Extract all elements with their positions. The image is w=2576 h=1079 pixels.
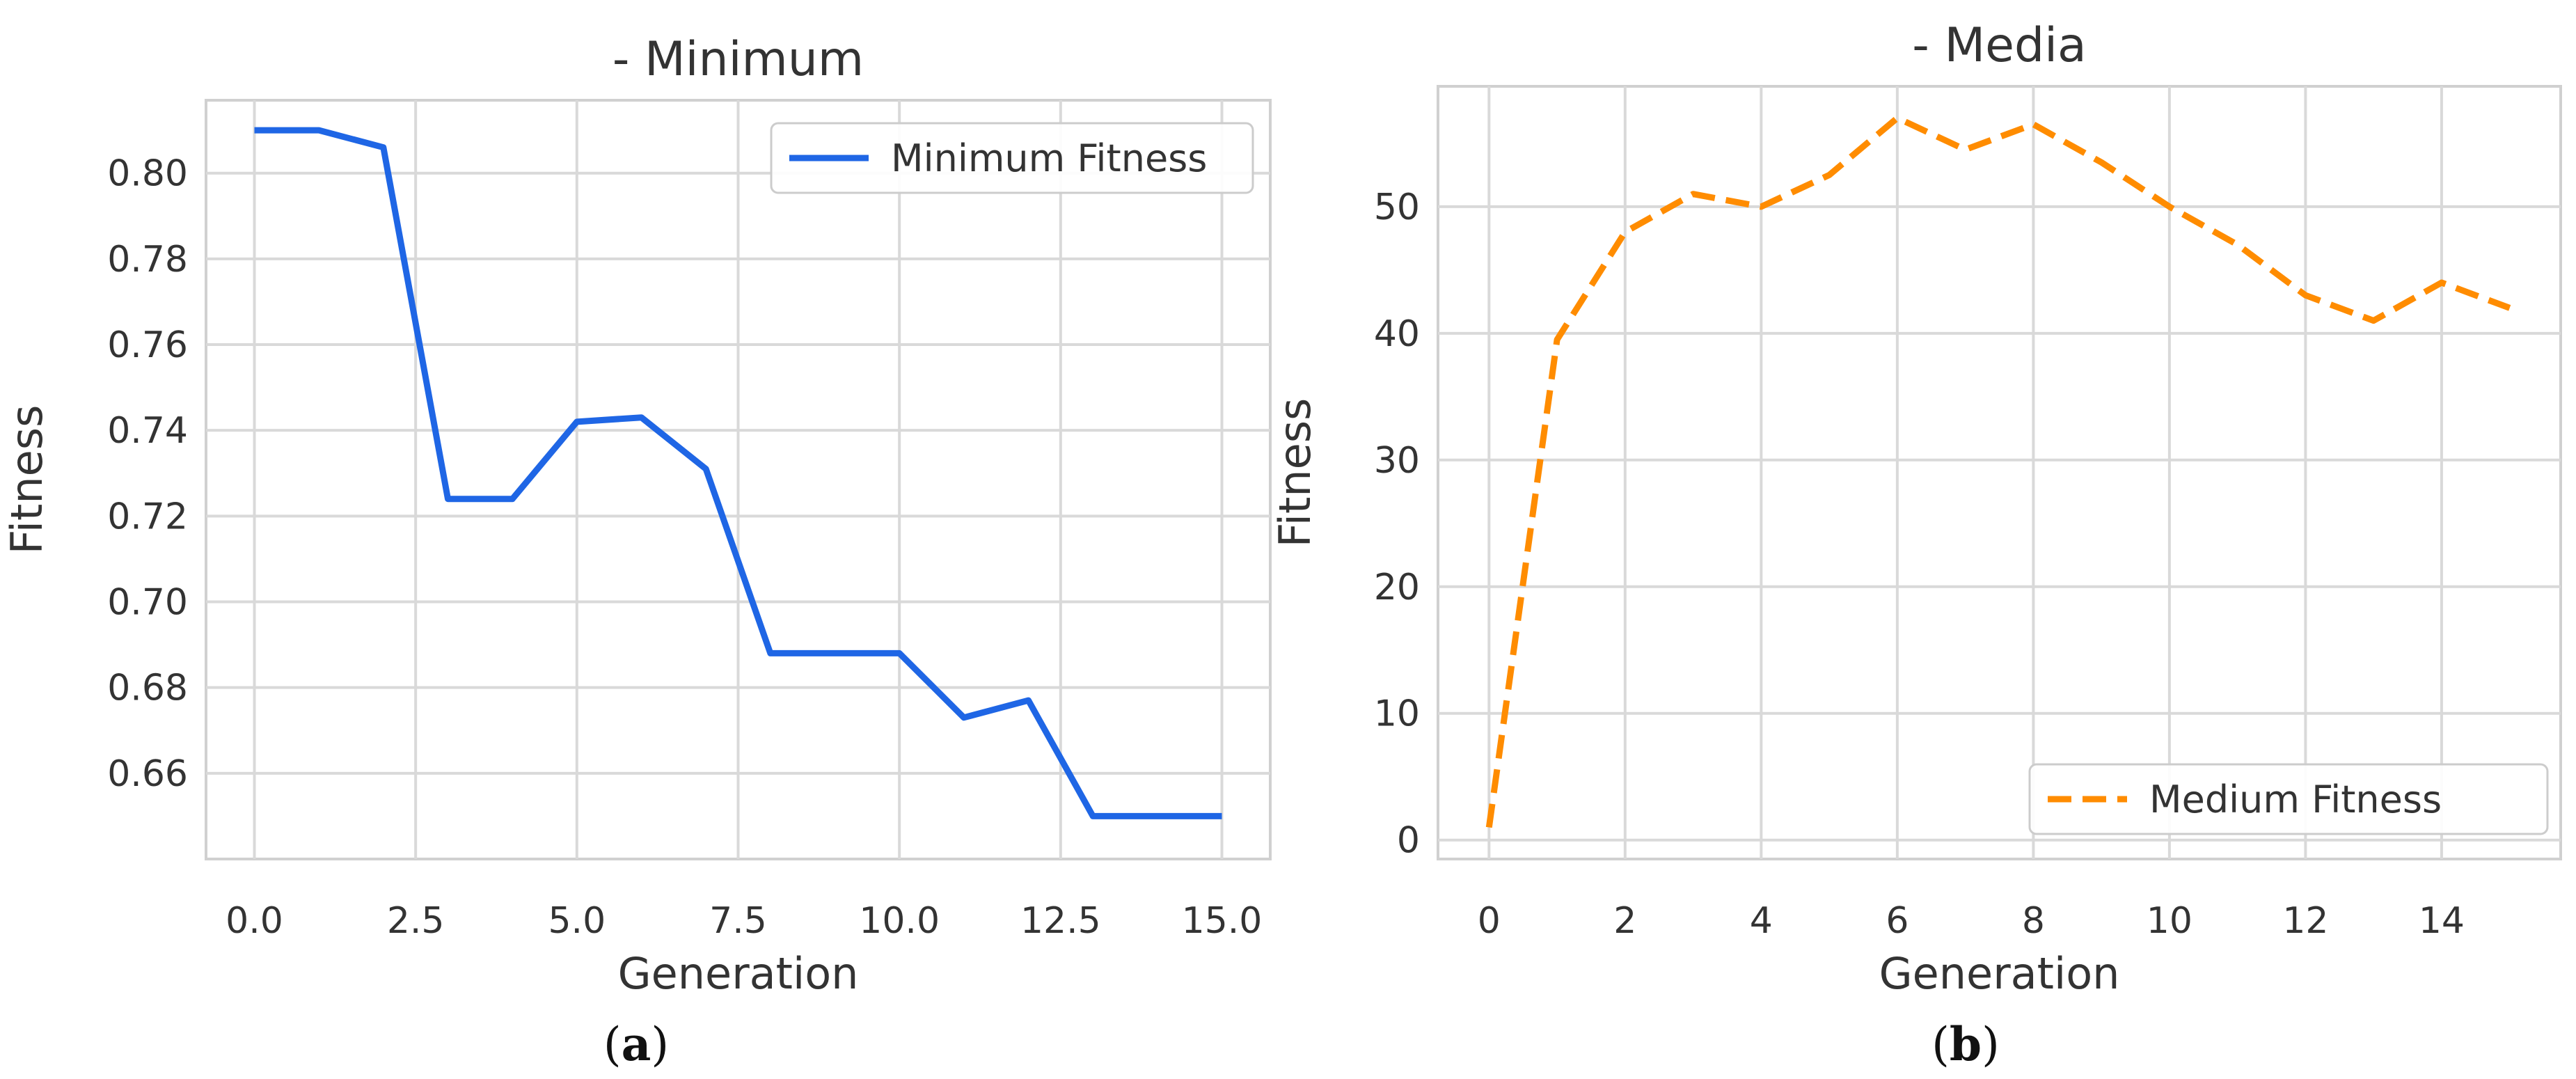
series-line-minimum-fitness [254,127,1222,819]
data-point [963,717,964,718]
series-line-medium-fitness [1485,115,2511,828]
legend-label: Minimum Fitness [891,136,1207,180]
data-point [1489,827,1490,828]
data-point [1557,339,1558,340]
x-tick-label: 15.0 [1182,900,1263,942]
x-tick-label: 2 [1613,900,1636,942]
x-tick-label: 0.0 [226,900,283,942]
y-tick-label: 0.66 [107,753,188,795]
y-tick-label: 0.68 [107,668,188,709]
x-tick-label: 2.5 [387,900,445,942]
x-tick-label: 10 [2147,900,2192,942]
y-tick-label: 30 [1374,440,1420,482]
data-point [576,421,577,422]
chart-title: - Minimum [613,32,864,87]
x-tick-label: 0 [1478,900,1501,942]
data-point [770,653,771,654]
y-tick-label: 0.74 [107,410,188,452]
legend-box [770,122,1254,194]
chart-medium-fitness: 0 10 20 30 40 50 0 2 4 6 8 10 12 14 Medium Fitness - Me… [1270,18,2562,1071]
data-point [1965,149,1966,150]
y-axis-label: Fitness [1,405,52,555]
y-tick-label: 0.78 [107,239,188,281]
data-point [2101,162,2102,163]
data-point [1761,206,1762,207]
data-point [1028,700,1029,701]
x-tick-label: 14 [2419,900,2465,942]
data-point [2169,206,2170,207]
legend-label: Medium Fitness [2149,778,2442,821]
data-point [641,417,642,418]
chart-minimum-fitness: 0.66 0.68 0.70 0.72 0.74 0.76 0.78 0.80 0.0 2.5 5.… [1,32,1272,1071]
y-tick-label: 10 [1374,693,1420,735]
x-tick-label: 12 [2282,900,2328,942]
data-point [383,147,384,148]
x-axis-label: Generation [618,948,859,999]
y-tick-label: 40 [1374,313,1420,355]
data-point [899,653,900,654]
x-tick-label: 8 [2022,900,2045,942]
legend-box [2028,763,2549,835]
data-point [2033,124,2034,125]
data-point [512,498,513,499]
x-tick-label: 4 [1750,900,1773,942]
data-point [2237,244,2238,245]
y-tick-label: 0 [1397,820,1420,862]
y-tick-label: 0.80 [107,153,188,195]
y-tick-label: 20 [1374,567,1420,608]
y-axis-label: Fitness [1270,398,1320,548]
legend: Minimum Fitness [770,122,1254,194]
x-tick-label: 7.5 [709,900,767,942]
x-tick-label: 10.0 [859,900,940,942]
plot-area [1437,85,2562,860]
subfigure-caption: (b) [1931,1017,2000,1071]
y-tick-label: 0.76 [107,324,188,366]
data-point [2305,295,2306,296]
data-point [254,130,255,131]
x-axis-label: Generation [1879,948,2120,999]
x-tick-label: 12.5 [1020,900,1101,942]
y-tick-label: 0.70 [107,582,188,624]
chart-title: - Media [1912,18,2086,73]
x-tick-label: 5.0 [548,900,606,942]
legend: Medium Fitness [2028,763,2549,835]
data-point [2373,320,2374,321]
subfigure-caption: (a) [603,1017,669,1071]
y-tick-label: 0.72 [107,496,188,537]
y-tick-label: 50 [1374,187,1420,228]
x-tick-label: 6 [1886,900,1909,942]
